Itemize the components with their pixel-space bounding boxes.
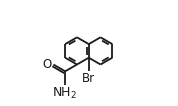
Text: NH$_2$: NH$_2$	[52, 85, 77, 100]
Text: Br: Br	[82, 72, 95, 85]
Text: O: O	[43, 58, 52, 71]
